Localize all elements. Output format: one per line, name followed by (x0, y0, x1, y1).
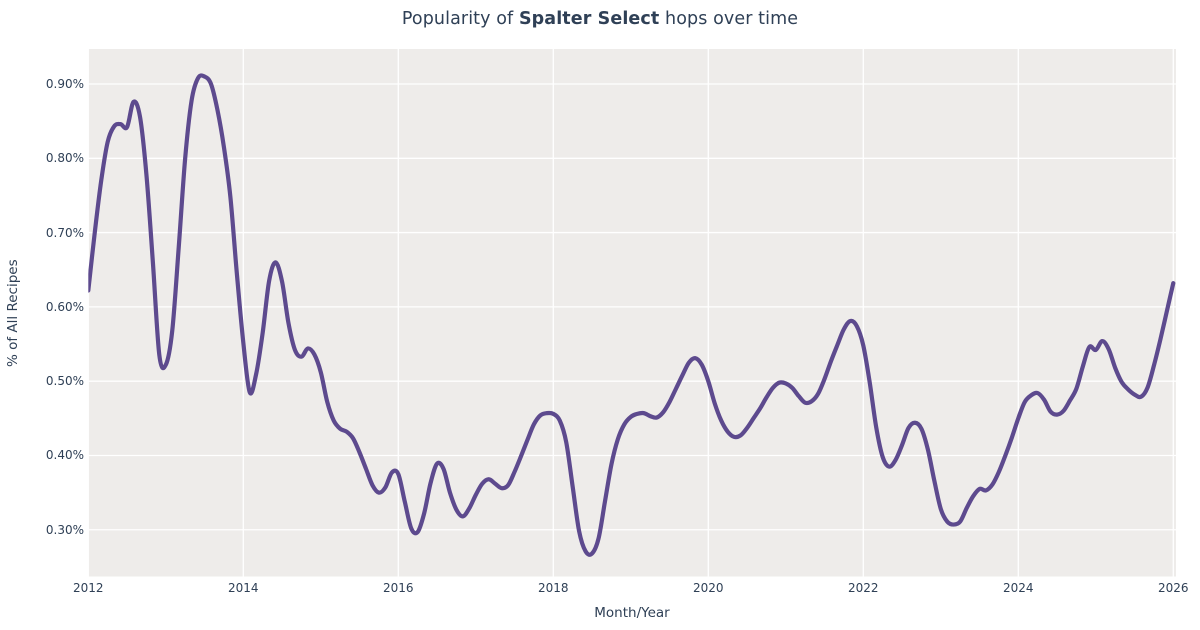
chart-title: Popularity of Spalter Select hops over t… (0, 9, 1200, 29)
x-tick-label: 2024 (1003, 581, 1034, 595)
title-prefix: Popularity of (401, 9, 519, 29)
title-suffix: hops over time (659, 9, 799, 29)
y-tick-label: 0.70% (45, 225, 84, 240)
y-axis-title: % of All Recipes (5, 259, 21, 367)
y-tick-label: 0.50% (45, 374, 84, 389)
y-tick-label: 0.80% (45, 151, 84, 166)
plot-area (88, 49, 1176, 577)
x-tick-label: 2012 (73, 581, 104, 595)
series-line-spalter-select (88, 73, 1176, 557)
x-tick-label: 2026 (1158, 581, 1189, 595)
y-tick-label: 0.30% (45, 522, 84, 537)
x-tick-label: 2020 (693, 581, 724, 595)
x-tick-label: 2022 (848, 581, 879, 595)
y-tick-label: 0.40% (45, 448, 84, 463)
title-emphasis: Spalter Select (518, 9, 660, 29)
x-tick-label: 2016 (383, 581, 414, 595)
y-tick-label: 0.60% (45, 299, 84, 314)
x-tick-label: 2018 (538, 581, 569, 595)
y-tick-label: 0.90% (45, 76, 84, 91)
x-axis-title: Month/Year (594, 605, 670, 621)
x-tick-label: 2014 (228, 581, 259, 595)
